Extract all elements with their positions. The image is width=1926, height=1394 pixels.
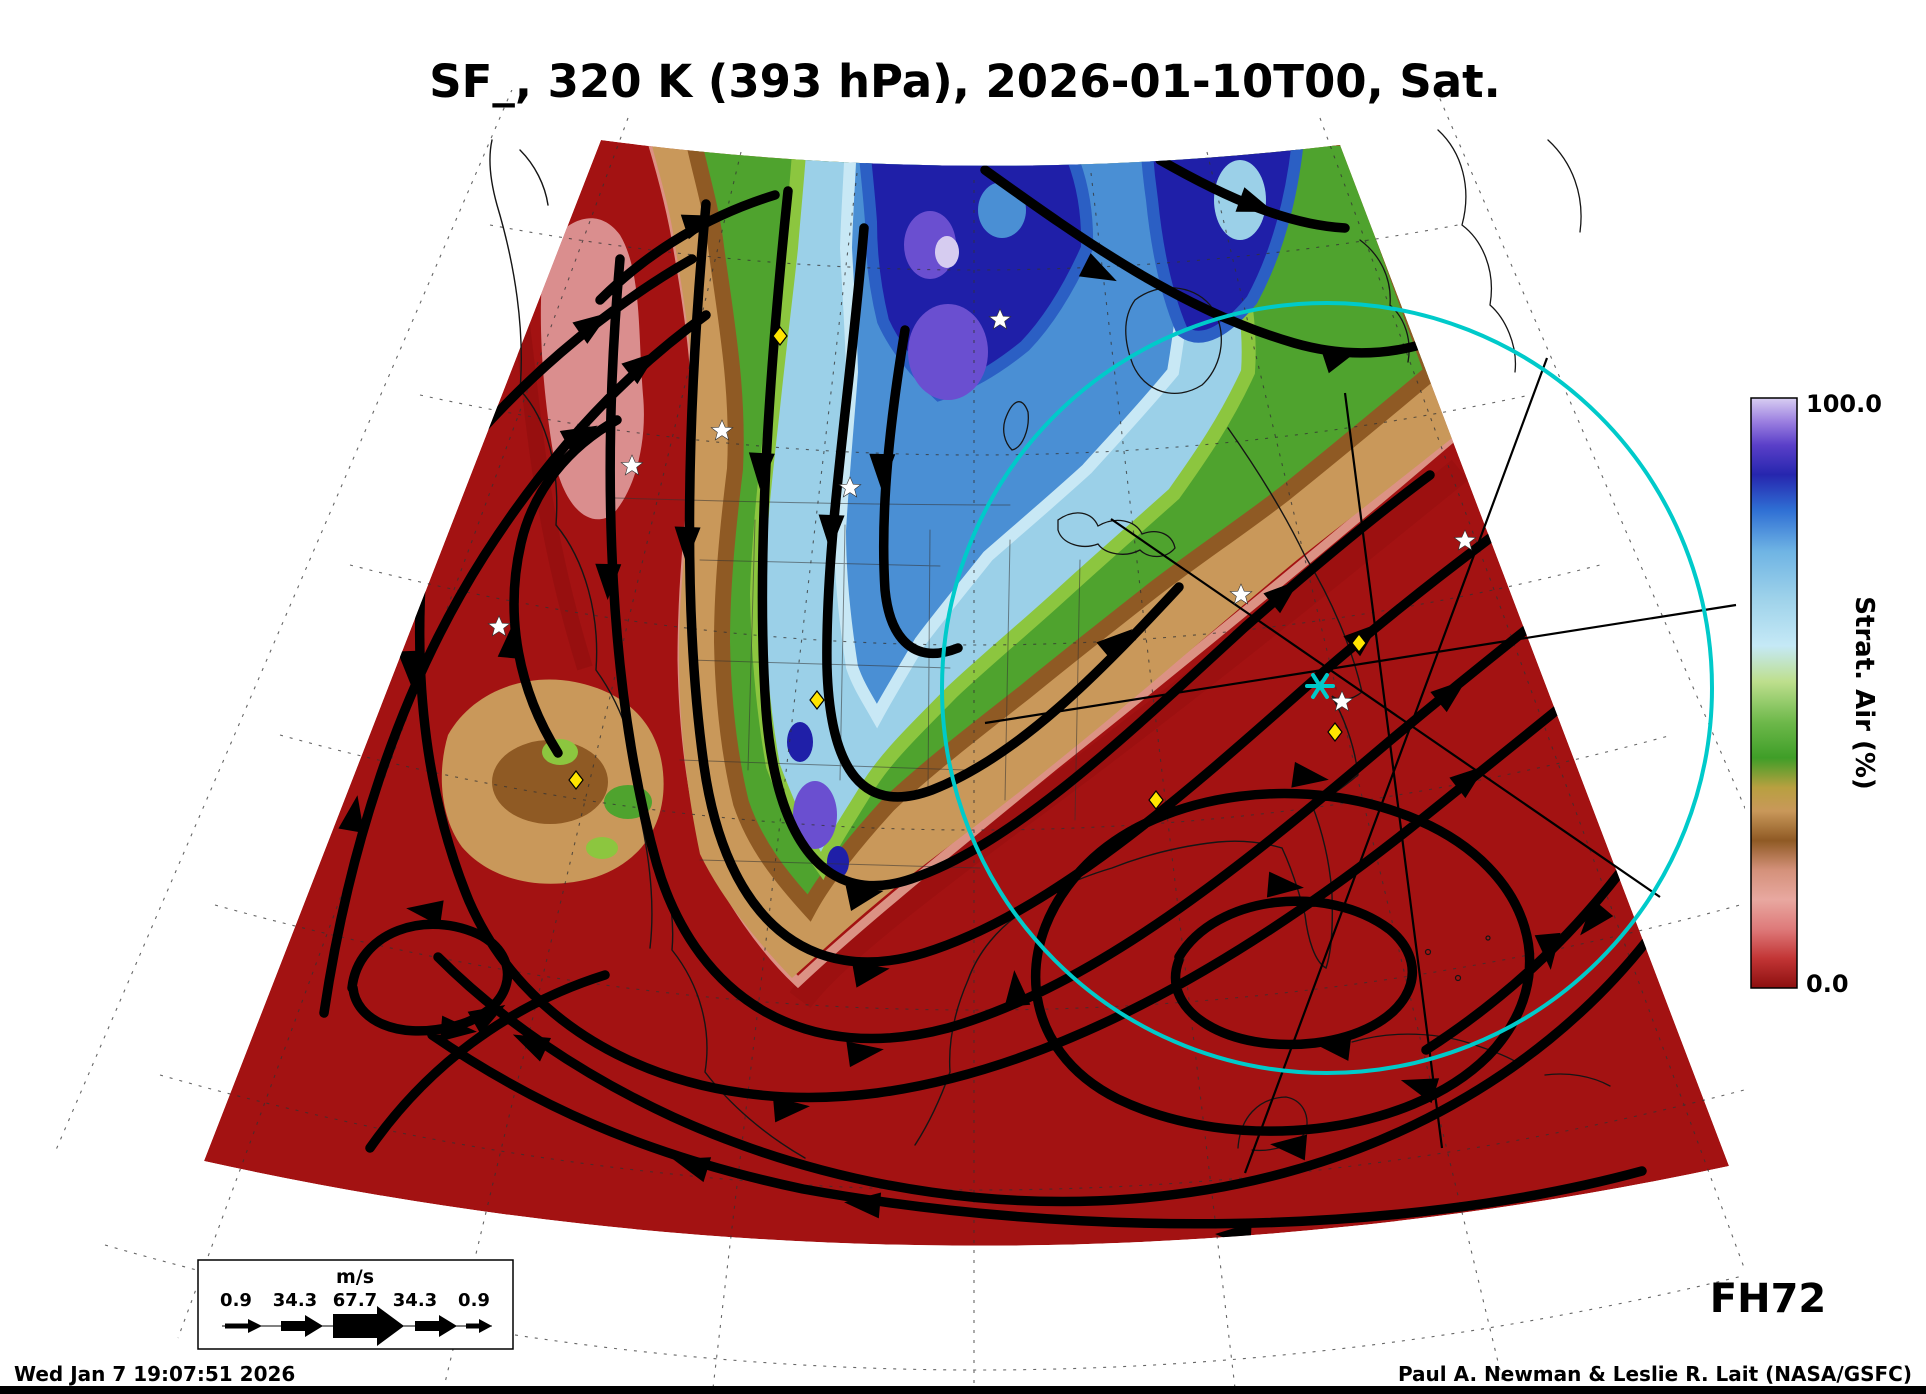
wind-legend-tick-1: 34.3 bbox=[273, 1290, 317, 1311]
wind-legend-tick-0: 0.9 bbox=[220, 1290, 252, 1311]
credit-text: Paul A. Newman & Leslie R. Lait (NASA/GS… bbox=[1398, 1362, 1912, 1386]
flight-track-overlay bbox=[940, 301, 1737, 1174]
hudson-bay-outline bbox=[1125, 287, 1222, 394]
wind-legend-tick-3: 34.3 bbox=[393, 1290, 437, 1311]
colorbar-max-label: 100.0 bbox=[1806, 390, 1882, 418]
plot-title: SF_, 320 K (393 hPa), 2026-01-10T00, Sat… bbox=[429, 55, 1501, 108]
wind-legend-tick-2: 67.7 bbox=[333, 1290, 377, 1311]
forecast-hour-label: FH72 bbox=[1710, 1276, 1826, 1322]
wind-legend-tick-4: 0.9 bbox=[458, 1290, 490, 1311]
colorbar-gradient-bar bbox=[1750, 397, 1798, 989]
streamline-curves bbox=[248, 155, 1729, 1229]
west-coastline bbox=[489, 139, 806, 1159]
island-dots bbox=[1424, 935, 1491, 982]
wind-speed-legend: m/s 0.9 34.3 67.7 34.3 0.9 bbox=[197, 1259, 514, 1350]
northeast-coast-fragments bbox=[1359, 129, 1582, 373]
flight-track-lines bbox=[984, 357, 1737, 1174]
wind-legend-arrows bbox=[222, 1306, 492, 1346]
generated-timestamp: Wed Jan 7 19:07:51 2026 bbox=[14, 1362, 295, 1386]
range-circle bbox=[940, 301, 1714, 1075]
great-lakes-outline bbox=[1003, 401, 1176, 558]
colorbar-title: Strat. Air (%) bbox=[1849, 596, 1879, 790]
colorbar-min-label: 0.0 bbox=[1806, 970, 1849, 998]
bottom-edge-bar bbox=[0, 1386, 1926, 1394]
range-circle-center-asterisk bbox=[1305, 673, 1335, 699]
wind-legend-units: m/s bbox=[336, 1266, 374, 1288]
colorbar: 100.0 0.0 Strat. Air (%) bbox=[1750, 390, 1882, 998]
graticule-parallels bbox=[104, 224, 1745, 1371]
wind-streamlines bbox=[248, 155, 1729, 1246]
